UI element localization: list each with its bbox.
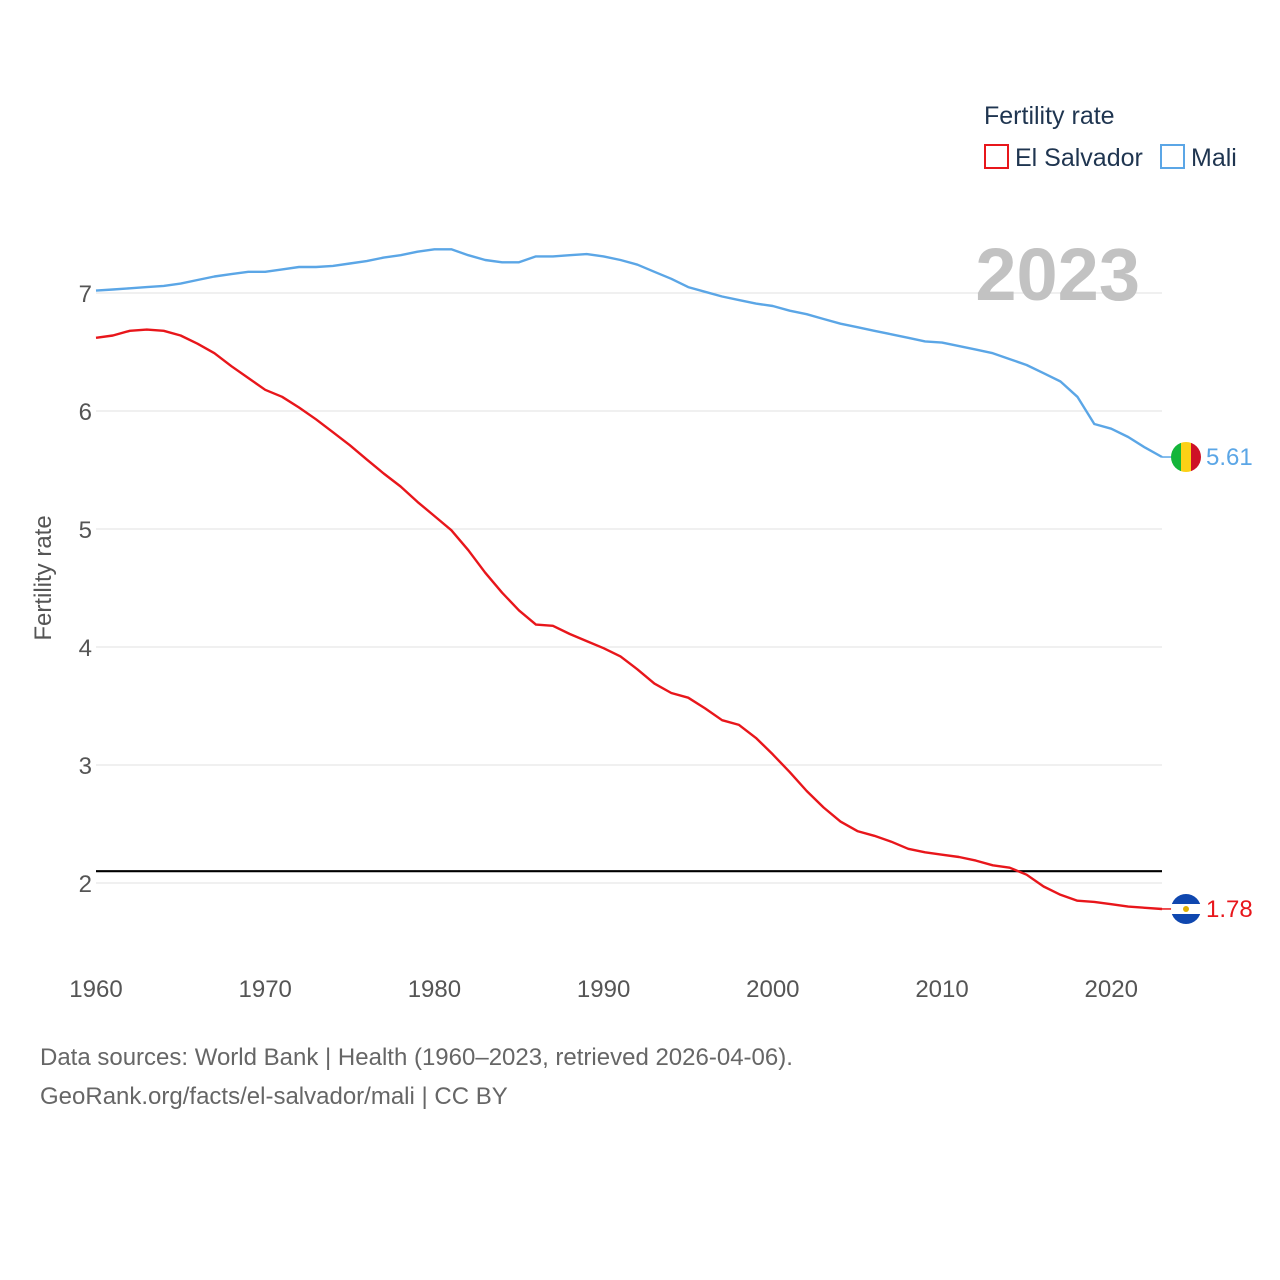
y-tick-label-7: 7 [79,281,92,308]
x-tick-label-1970: 1970 [239,976,292,1003]
x-tick-label-2000: 2000 [746,976,799,1003]
x-axis: 1960 1970 1980 1990 2000 2010 2020 [69,976,1138,1003]
legend-label-el-salvador: El Salvador [1015,144,1143,172]
y-tick-label-4: 4 [79,635,92,662]
x-tick-label-2010: 2010 [915,976,968,1003]
el-salvador-end-marker: 1.78 [1171,894,1253,924]
grid [96,292,1162,884]
legend-swatch-el-salvador [984,144,1009,169]
el-salvador-flag-icon [1171,894,1201,924]
el-salvador-end-value: 1.78 [1206,896,1253,923]
legend-title: Fertility rate [984,102,1115,130]
legend-label-mali: Mali [1191,144,1237,172]
y-tick-label-2: 2 [79,871,92,898]
series-line-el-salvador[interactable] [95,328,1163,911]
x-tick-label-1990: 1990 [577,976,630,1003]
y-tick-label-6: 6 [79,399,92,426]
fertility-rate-chart: 2 3 4 5 6 7 1960 1970 1980 1990 2000 2010 2020 Fert… [30,102,1253,1003]
current-year-label: 2023 [975,233,1140,316]
series-lines [95,248,1172,911]
legend-item-el-salvador[interactable]: El Salvador [984,144,1143,172]
y-axis: 2 3 4 5 6 7 [79,281,92,898]
x-tick-label-2020: 2020 [1085,976,1138,1003]
mali-end-marker: 5.61 [1171,442,1253,472]
mali-flag-icon [1171,442,1201,472]
legend[interactable]: Fertility rate El Salvador Mali [984,102,1237,172]
legend-item-mali[interactable]: Mali [1160,144,1237,172]
mali-end-value: 5.61 [1206,444,1253,471]
y-tick-label-5: 5 [79,517,92,544]
y-tick-label-3: 3 [79,753,92,780]
series-line-mali[interactable] [95,248,1163,459]
attribution-link[interactable]: GeoRank.org/facts/el-salvador/mali | CC … [40,1083,508,1110]
x-tick-label-1980: 1980 [408,976,461,1003]
legend-swatch-mali [1160,144,1185,169]
x-tick-label-1960: 1960 [69,976,122,1003]
y-axis-title: Fertility rate [30,515,57,640]
data-source-note: Data sources: World Bank | Health (1960–… [40,1044,793,1071]
